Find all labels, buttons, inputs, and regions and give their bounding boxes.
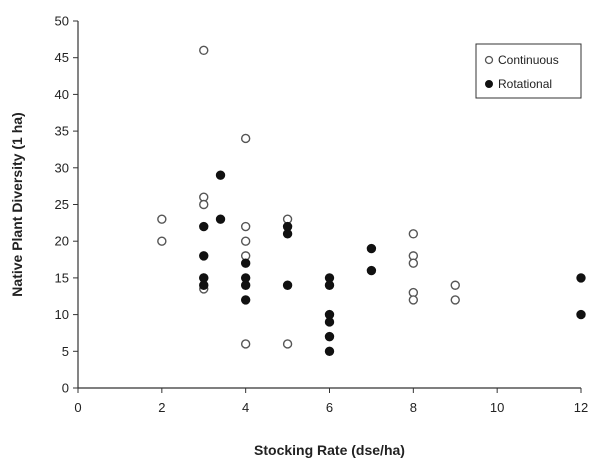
data-points <box>157 45 586 356</box>
point-continuous <box>157 214 167 224</box>
point-rotational <box>199 280 209 290</box>
point-rotational <box>324 317 335 327</box>
x-tick-label: 10 <box>490 400 504 415</box>
y-axis-ticks: 0 5 10 15 20 25 30 35 40 45 50 <box>55 14 78 396</box>
point-continuous <box>240 339 251 349</box>
y-tick-label: 45 <box>55 50 69 65</box>
y-tick-label: 5 <box>62 344 69 359</box>
point-rotational <box>576 309 586 320</box>
point-rotational <box>324 346 335 356</box>
legend-box <box>475 43 582 99</box>
y-axis-title: Native Plant Diversity (1 ha) <box>9 112 25 296</box>
point-rotational <box>324 280 335 290</box>
point-continuous <box>408 258 419 268</box>
point-continuous <box>240 236 251 246</box>
point-continuous <box>408 229 419 239</box>
legend: Continuous Rotational <box>475 43 582 99</box>
point-rotational <box>199 221 209 232</box>
point-rotational <box>576 273 586 283</box>
point-rotational <box>240 280 251 290</box>
point-rotational <box>282 229 293 239</box>
y-tick-label: 10 <box>55 307 69 322</box>
x-tick-label: 2 <box>158 400 165 415</box>
x-tick-label: 12 <box>574 400 588 415</box>
point-rotational <box>215 170 226 180</box>
x-axis-title: Stocking Rate (dse/ha) <box>254 442 405 458</box>
point-rotational <box>215 214 226 224</box>
x-tick-label: 4 <box>242 400 249 415</box>
y-tick-label: 15 <box>55 270 69 285</box>
point-continuous <box>240 221 251 232</box>
y-tick-label: 0 <box>62 381 69 396</box>
point-rotational <box>199 251 209 261</box>
point-continuous <box>450 295 460 305</box>
point-rotational <box>240 295 251 305</box>
legend-label-rotational: Rotational <box>498 77 552 91</box>
point-continuous <box>199 45 209 56</box>
point-rotational <box>282 280 293 290</box>
x-axis-ticks: 0 2 4 6 8 10 12 <box>74 388 588 415</box>
point-rotational <box>324 331 335 342</box>
point-continuous <box>240 133 251 144</box>
x-tick-label: 8 <box>410 400 417 415</box>
y-tick-label: 35 <box>55 124 69 139</box>
y-tick-label: 20 <box>55 234 69 249</box>
y-tick-label: 40 <box>55 87 69 102</box>
point-rotational <box>366 265 377 276</box>
legend-marker-rotational <box>485 80 493 88</box>
point-continuous <box>450 280 460 290</box>
point-continuous <box>408 295 419 305</box>
y-tick-label: 50 <box>55 14 69 29</box>
point-continuous <box>199 199 209 210</box>
point-rotational <box>240 258 251 268</box>
point-rotational <box>366 243 377 254</box>
y-tick-label: 30 <box>55 160 69 175</box>
x-tick-label: 6 <box>326 400 333 415</box>
point-continuous <box>157 236 167 246</box>
y-tick-label: 25 <box>55 197 69 212</box>
x-tick-label: 0 <box>74 400 81 415</box>
legend-marker-continuous <box>484 55 494 65</box>
point-continuous <box>282 339 293 349</box>
legend-label-continuous: Continuous <box>498 53 559 67</box>
